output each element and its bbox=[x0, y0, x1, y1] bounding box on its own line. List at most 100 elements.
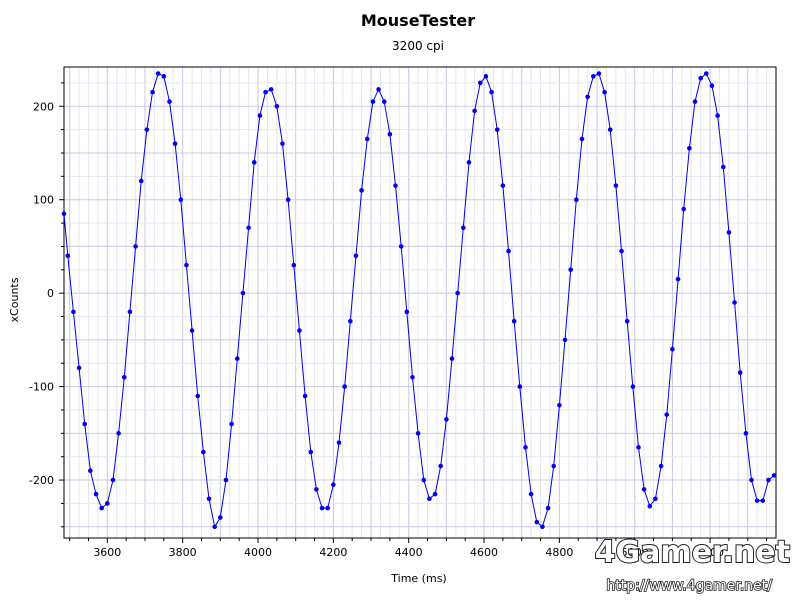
data-point bbox=[167, 99, 172, 104]
data-point bbox=[754, 498, 760, 503]
data-point bbox=[461, 225, 466, 231]
data-point bbox=[393, 183, 398, 188]
data-point bbox=[116, 431, 121, 436]
data-point bbox=[297, 328, 302, 333]
data-point bbox=[184, 262, 189, 268]
data-point bbox=[698, 75, 703, 81]
data-point bbox=[568, 267, 573, 273]
data-point bbox=[624, 318, 630, 324]
data-point bbox=[545, 505, 551, 511]
data-point bbox=[681, 206, 687, 212]
data-point bbox=[150, 89, 155, 95]
data-point bbox=[444, 417, 449, 422]
data-point bbox=[438, 463, 444, 469]
x-tick-label: 3600 bbox=[93, 546, 121, 559]
data-point bbox=[585, 94, 590, 100]
data-point bbox=[551, 463, 557, 469]
data-point bbox=[274, 103, 280, 109]
data-point bbox=[65, 253, 71, 259]
data-point bbox=[257, 113, 263, 118]
data-point bbox=[172, 141, 178, 146]
data-point bbox=[285, 197, 291, 203]
data-point bbox=[370, 99, 376, 104]
x-tick-label: 4600 bbox=[470, 546, 498, 559]
data-point bbox=[404, 309, 410, 315]
data-point bbox=[99, 505, 104, 511]
data-point bbox=[557, 402, 562, 408]
data-point bbox=[376, 87, 381, 92]
data-point bbox=[381, 99, 387, 104]
data-point bbox=[483, 74, 489, 79]
data-point bbox=[528, 491, 534, 497]
data-point bbox=[93, 491, 99, 497]
data-point bbox=[240, 290, 246, 296]
data-point bbox=[263, 89, 268, 95]
data-point bbox=[630, 384, 636, 389]
data-point bbox=[636, 445, 641, 450]
data-point bbox=[127, 309, 133, 315]
x-axis-label: Time (ms) bbox=[390, 572, 446, 585]
data-point bbox=[415, 431, 421, 436]
data-point bbox=[82, 421, 88, 427]
data-point bbox=[726, 230, 732, 235]
x-tick-label: 4000 bbox=[244, 546, 272, 559]
data-point bbox=[715, 113, 720, 118]
data-point bbox=[427, 496, 432, 502]
y-tick-label: 100 bbox=[33, 194, 54, 207]
data-point bbox=[410, 374, 415, 380]
series-layer bbox=[61, 71, 777, 530]
watermark: 4Gamer.net http://www.4gamer.net/ bbox=[594, 534, 791, 595]
data-point bbox=[737, 370, 743, 375]
data-point bbox=[517, 384, 523, 389]
data-point bbox=[596, 71, 602, 76]
data-point bbox=[398, 244, 404, 249]
data-point bbox=[88, 468, 93, 474]
data-point bbox=[348, 318, 353, 324]
data-point bbox=[421, 477, 427, 483]
data-point bbox=[133, 244, 138, 249]
data-point bbox=[449, 356, 455, 361]
data-point bbox=[534, 519, 540, 525]
data-point bbox=[743, 431, 749, 436]
data-point bbox=[291, 262, 297, 268]
data-point bbox=[359, 188, 364, 193]
data-point bbox=[523, 445, 528, 450]
data-point bbox=[489, 89, 494, 95]
data-point bbox=[223, 477, 229, 483]
axis-ticks: 3600 3800 4000 4200 4400 4600 4800 5000 5200 -200… bbox=[29, 82, 768, 559]
x-tick-label: 3800 bbox=[169, 546, 197, 559]
data-point bbox=[325, 505, 331, 511]
data-point bbox=[144, 127, 150, 132]
data-point bbox=[432, 491, 438, 497]
chart-subtitle: 3200 cpi bbox=[392, 39, 444, 53]
data-point bbox=[771, 473, 777, 478]
data-point bbox=[590, 74, 596, 79]
x-tick-label: 5000 bbox=[621, 546, 649, 559]
data-point bbox=[653, 496, 658, 502]
data-point bbox=[76, 365, 82, 371]
data-point bbox=[189, 328, 195, 333]
data-point bbox=[178, 197, 184, 203]
data-point bbox=[613, 183, 619, 188]
y-tick-label: -100 bbox=[29, 381, 54, 394]
data-point bbox=[302, 393, 308, 399]
watermark-logo: 4Gamer.net bbox=[595, 535, 790, 570]
data-point bbox=[619, 248, 624, 254]
data-point bbox=[212, 524, 217, 530]
y-tick-label: -200 bbox=[29, 474, 54, 487]
data-point bbox=[511, 318, 517, 324]
data-point bbox=[234, 356, 240, 361]
data-point bbox=[466, 160, 472, 165]
data-point bbox=[331, 482, 336, 488]
data-point bbox=[602, 89, 607, 95]
data-point bbox=[579, 136, 585, 142]
data-point bbox=[472, 108, 477, 114]
data-point bbox=[319, 505, 325, 511]
data-point bbox=[110, 477, 116, 483]
data-point bbox=[506, 248, 511, 254]
data-point bbox=[61, 211, 67, 217]
data-point bbox=[155, 71, 161, 76]
data-point bbox=[251, 160, 257, 165]
data-point bbox=[342, 384, 347, 389]
